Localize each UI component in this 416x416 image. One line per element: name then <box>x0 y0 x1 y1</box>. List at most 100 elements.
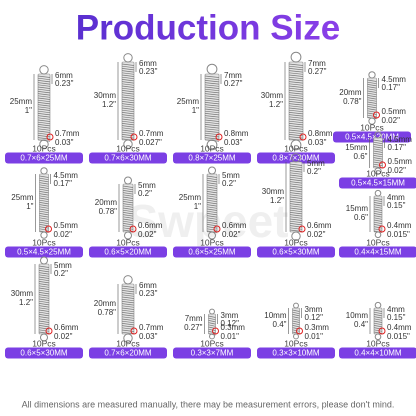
spring-coil <box>39 215 49 218</box>
length-mm: 20mm <box>94 299 117 308</box>
spring-coil <box>204 128 220 131</box>
wire-marker <box>130 327 138 335</box>
length-inch: 1" <box>192 106 199 115</box>
spring-coil <box>367 103 377 107</box>
wire-mm: 0.6mm <box>307 221 332 230</box>
diameter-mm: 6mm <box>55 71 73 80</box>
count: 10Pcs <box>116 143 140 153</box>
spring-coil <box>373 163 383 167</box>
spring-coil <box>38 316 50 319</box>
spring-coil <box>206 210 218 214</box>
spring-coil <box>38 298 50 301</box>
spring-hook <box>368 117 376 125</box>
spring-coil <box>38 320 50 323</box>
spring-coil <box>122 216 134 219</box>
spring-coil <box>367 86 377 89</box>
spring-coil <box>292 311 300 315</box>
spring-coil <box>37 124 51 127</box>
spring-coil <box>39 197 49 200</box>
spring-coil <box>38 314 50 317</box>
title: Production Size <box>76 8 340 47</box>
spring-coil <box>121 318 135 321</box>
spring-coil <box>206 226 218 229</box>
length-inch: 1.2" <box>102 100 116 109</box>
spring-hook <box>40 333 48 342</box>
spring-coil <box>39 208 49 211</box>
spring-coil <box>206 191 218 194</box>
length-inch: 0.78" <box>99 207 118 216</box>
spring-coil <box>122 203 134 206</box>
spring-hook <box>374 231 382 239</box>
spring-coil <box>204 124 220 127</box>
spring-coil <box>39 186 49 189</box>
spring-coil <box>288 79 304 82</box>
length-inch: 1.2" <box>269 100 283 109</box>
spring-coil <box>289 194 303 197</box>
spring-coil <box>121 114 135 117</box>
spring-hook <box>374 301 382 309</box>
label-badge <box>89 246 167 258</box>
diameter-inch: 0.15" <box>387 313 406 322</box>
spring-coil <box>122 194 134 197</box>
spring-coil <box>206 199 218 203</box>
count: 10Pcs <box>366 338 390 348</box>
spring-coil <box>288 76 304 80</box>
diameter-inch: 0.17" <box>382 83 401 92</box>
spring-coil <box>204 91 220 94</box>
spring-coil <box>373 309 383 312</box>
spring-coil <box>204 135 220 138</box>
label-badge <box>339 246 416 258</box>
spring-coil <box>288 114 304 117</box>
length-inch: 1" <box>194 202 201 211</box>
wire-inch: 0.03" <box>55 138 74 147</box>
spring-coil <box>292 325 300 328</box>
spring-coil <box>121 81 135 84</box>
wire-marker <box>46 133 54 141</box>
length-mm: 10mm <box>264 311 287 320</box>
length-mm: 30mm <box>262 187 285 196</box>
spring-coil <box>37 106 51 109</box>
spring-coil <box>206 180 218 183</box>
spring-coil <box>204 82 220 85</box>
spring-coil <box>288 103 304 106</box>
spring-coil <box>39 202 49 205</box>
spring-coil <box>288 72 304 75</box>
spring-coil <box>38 303 50 306</box>
size-label: 0.7×6×20MM <box>104 349 151 358</box>
spring-coil <box>206 215 218 218</box>
wire-inch: 0.01" <box>305 332 324 341</box>
wire-marker <box>212 327 219 335</box>
spring-coil <box>122 209 134 213</box>
diameter-inch: 0.27" <box>308 67 327 76</box>
wire-marker <box>298 225 306 233</box>
spring-coil <box>288 87 304 91</box>
spring-coil <box>288 81 304 84</box>
spring-coil <box>373 316 383 319</box>
spring-coil <box>373 208 383 211</box>
spring-coil <box>39 213 49 216</box>
spring-coil <box>121 109 135 113</box>
spring-coil <box>121 309 135 313</box>
spring-coil <box>208 315 216 318</box>
spring-coil <box>367 79 377 82</box>
wire-inch: 0.027" <box>139 138 162 147</box>
size-label: 0.6×5×25MM <box>188 248 235 257</box>
spring-coil <box>121 85 135 88</box>
spring-coil <box>121 294 135 297</box>
wire-inch: 0.02" <box>138 230 157 239</box>
wire-mm: 0.6mm <box>138 221 163 230</box>
spring-coil <box>206 206 218 209</box>
spring-coil <box>122 207 134 210</box>
spring-coil <box>122 192 134 195</box>
spring-coil <box>288 70 304 73</box>
spring-coil <box>121 90 135 93</box>
spring-coil <box>204 95 220 98</box>
spring-coil <box>367 90 377 93</box>
spring-coil <box>122 196 134 199</box>
count: 10Pcs <box>360 122 384 132</box>
spring-coil <box>39 184 49 187</box>
spring-coil <box>37 97 51 100</box>
diameter-mm: 7mm <box>308 59 326 68</box>
wire-inch: 0.02" <box>307 230 326 239</box>
spring-coil <box>204 80 220 83</box>
